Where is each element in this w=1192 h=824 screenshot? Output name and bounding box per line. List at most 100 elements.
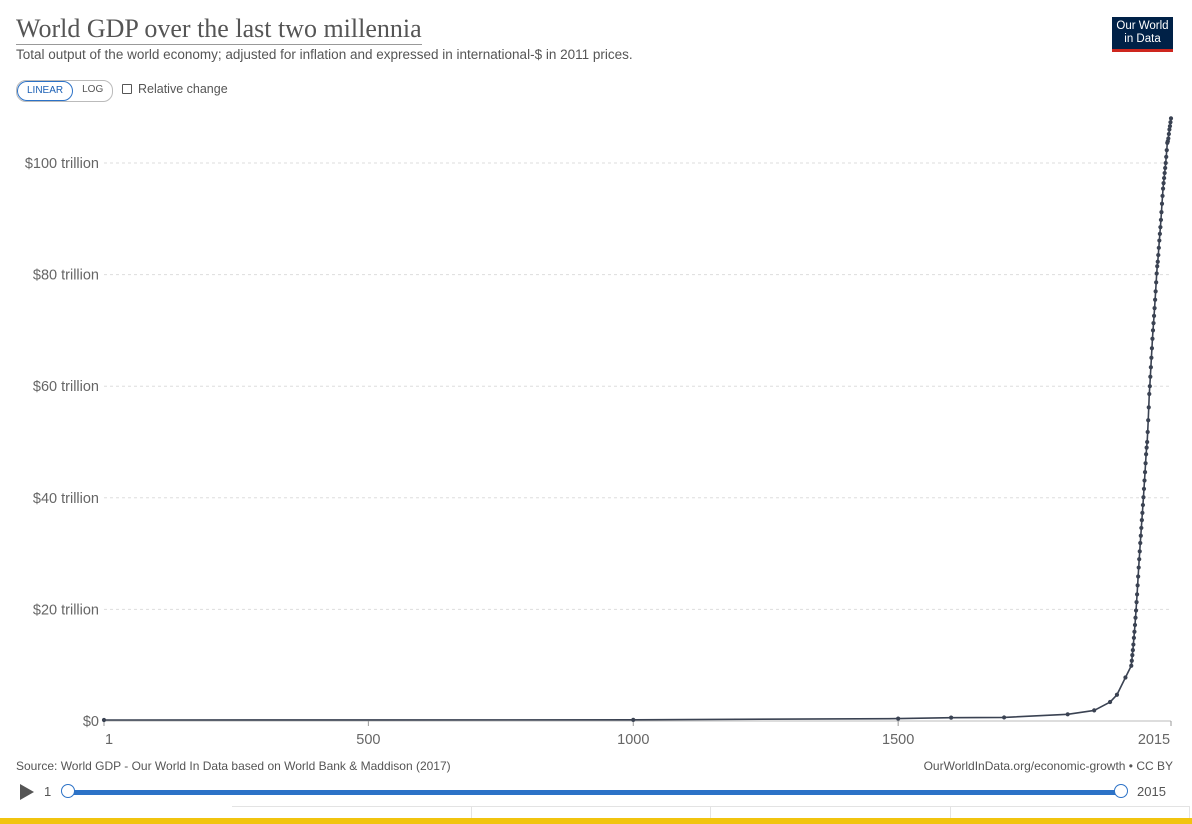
- data-point-1958[interactable]: [1138, 533, 1143, 538]
- data-point-1945[interactable]: [1131, 635, 1137, 640]
- data-point-1988[interactable]: [1154, 271, 1159, 276]
- data-point-1951[interactable]: [1134, 592, 1140, 597]
- tab-map[interactable]: [472, 807, 711, 823]
- data-point-1913[interactable]: [1114, 692, 1120, 697]
- data-point-1992[interactable]: [1156, 245, 1161, 250]
- data-point-2014[interactable]: [1168, 120, 1173, 125]
- series-line-0[interactable]: [103, 118, 1172, 721]
- data-point-2010[interactable]: [1166, 136, 1171, 141]
- data-point-1994[interactable]: [1157, 231, 1162, 236]
- data-point-1991[interactable]: [1156, 252, 1161, 258]
- data-point-1942[interactable]: [1130, 653, 1135, 658]
- data-point-1968[interactable]: [1143, 452, 1149, 457]
- data-point-1975[interactable]: [1147, 384, 1152, 389]
- data-point-1963[interactable]: [1141, 495, 1146, 500]
- data-point-2015[interactable]: [1168, 116, 1174, 121]
- data-point-1964[interactable]: [1141, 486, 1147, 491]
- data-point-2005[interactable]: [1163, 160, 1168, 166]
- data-point-1977[interactable]: [1148, 365, 1153, 370]
- chart-title[interactable]: World GDP over the last two millennia: [16, 14, 422, 45]
- data-point-1976[interactable]: [1148, 374, 1153, 379]
- data-point-1974[interactable]: [1147, 391, 1152, 397]
- tab-data[interactable]: [711, 807, 951, 823]
- data-point-1995[interactable]: [1158, 225, 1163, 230]
- data-point-1996[interactable]: [1158, 217, 1164, 223]
- data-point-1953[interactable]: [1136, 574, 1141, 579]
- data-point-1983[interactable]: [1151, 313, 1157, 318]
- timeline-track[interactable]: [68, 790, 1121, 795]
- data-point-1961[interactable]: [1140, 510, 1145, 515]
- data-point-1820[interactable]: [1065, 712, 1070, 717]
- data-point-1947[interactable]: [1132, 622, 1138, 628]
- data-point-1944[interactable]: [1131, 642, 1136, 647]
- data-point-1952[interactable]: [1135, 583, 1140, 588]
- data-point-1966[interactable]: [1142, 470, 1148, 475]
- data-point-1986[interactable]: [1153, 289, 1158, 294]
- data-point-2000[interactable]: [1160, 186, 1166, 191]
- data-point-2012[interactable]: [1167, 127, 1172, 132]
- data-point-1000[interactable]: [631, 717, 636, 722]
- data-point-2007[interactable]: [1164, 148, 1169, 153]
- data-point-1960[interactable]: [1139, 518, 1144, 523]
- data-point-1970[interactable]: [1145, 439, 1150, 445]
- data-point-1965[interactable]: [1142, 478, 1147, 483]
- data-point-1957[interactable]: [1138, 540, 1143, 546]
- data-point-2013[interactable]: [1167, 124, 1173, 129]
- data-point-1981[interactable]: [1150, 328, 1156, 333]
- tab-chart[interactable]: [232, 807, 472, 823]
- data-point-1972[interactable]: [1146, 418, 1151, 423]
- data-point-1979[interactable]: [1149, 346, 1155, 351]
- credit-link[interactable]: OurWorldInData.org/economic-growth • CC …: [923, 759, 1173, 773]
- data-point-1980[interactable]: [1150, 336, 1155, 341]
- data-point-1997[interactable]: [1159, 210, 1164, 215]
- data-point-2006[interactable]: [1164, 154, 1169, 159]
- data-point-1989[interactable]: [1155, 264, 1160, 269]
- data-point-1971[interactable]: [1145, 429, 1150, 435]
- data-point-1940[interactable]: [1129, 663, 1134, 668]
- data-point-2001[interactable]: [1161, 180, 1166, 186]
- data-point-1999[interactable]: [1160, 193, 1165, 199]
- data-point-2011[interactable]: [1166, 131, 1171, 137]
- data-point-1993[interactable]: [1157, 238, 1162, 243]
- data-point-1870[interactable]: [1092, 708, 1097, 713]
- data-point-1943[interactable]: [1130, 648, 1135, 653]
- data-point-1956[interactable]: [1137, 549, 1142, 554]
- data-point-1949[interactable]: [1133, 608, 1139, 613]
- data-point-1948[interactable]: [1133, 615, 1138, 620]
- data-point-1941[interactable]: [1129, 658, 1134, 663]
- data-point-1969[interactable]: [1144, 445, 1149, 450]
- data-point-1900[interactable]: [1107, 699, 1113, 705]
- data-point-1982[interactable]: [1151, 321, 1156, 326]
- play-icon[interactable]: [20, 784, 34, 800]
- data-point-1984[interactable]: [1152, 305, 1157, 311]
- data-point-1959[interactable]: [1139, 525, 1144, 531]
- data-point-1[interactable]: [101, 717, 107, 723]
- data-point-1929[interactable]: [1123, 675, 1128, 680]
- data-point-1954[interactable]: [1136, 565, 1141, 570]
- relative-change-checkbox[interactable]: [122, 84, 132, 94]
- data-point-1990[interactable]: [1155, 259, 1160, 264]
- owid-logo[interactable]: Our World in Data: [1112, 17, 1173, 52]
- data-point-1700[interactable]: [1002, 715, 1007, 720]
- log-scale-button[interactable]: LOG: [82, 84, 104, 95]
- data-point-1967[interactable]: [1143, 461, 1148, 466]
- data-point-1600[interactable]: [949, 715, 954, 720]
- data-point-1946[interactable]: [1132, 629, 1137, 634]
- data-point-1998[interactable]: [1159, 201, 1165, 206]
- data-point-1955[interactable]: [1137, 557, 1142, 562]
- linear-scale-button[interactable]: LINEAR: [17, 81, 74, 101]
- data-point-2002[interactable]: [1162, 175, 1167, 181]
- data-point-1987[interactable]: [1154, 280, 1159, 285]
- data-point-2003[interactable]: [1162, 170, 1167, 176]
- tab-sources[interactable]: [951, 807, 1190, 823]
- relative-change-toggle[interactable]: Relative change: [122, 82, 228, 96]
- source-note[interactable]: Source: World GDP - Our World In Data ba…: [16, 759, 451, 773]
- data-point-1950[interactable]: [1134, 600, 1139, 605]
- data-point-1978[interactable]: [1149, 355, 1154, 360]
- data-point-1985[interactable]: [1153, 297, 1158, 302]
- data-point-2004[interactable]: [1163, 165, 1168, 171]
- timeline-start-handle[interactable]: [61, 784, 75, 798]
- data-point-1500[interactable]: [896, 716, 901, 721]
- timeline-end-handle[interactable]: [1114, 784, 1128, 798]
- data-point-1962[interactable]: [1140, 502, 1146, 508]
